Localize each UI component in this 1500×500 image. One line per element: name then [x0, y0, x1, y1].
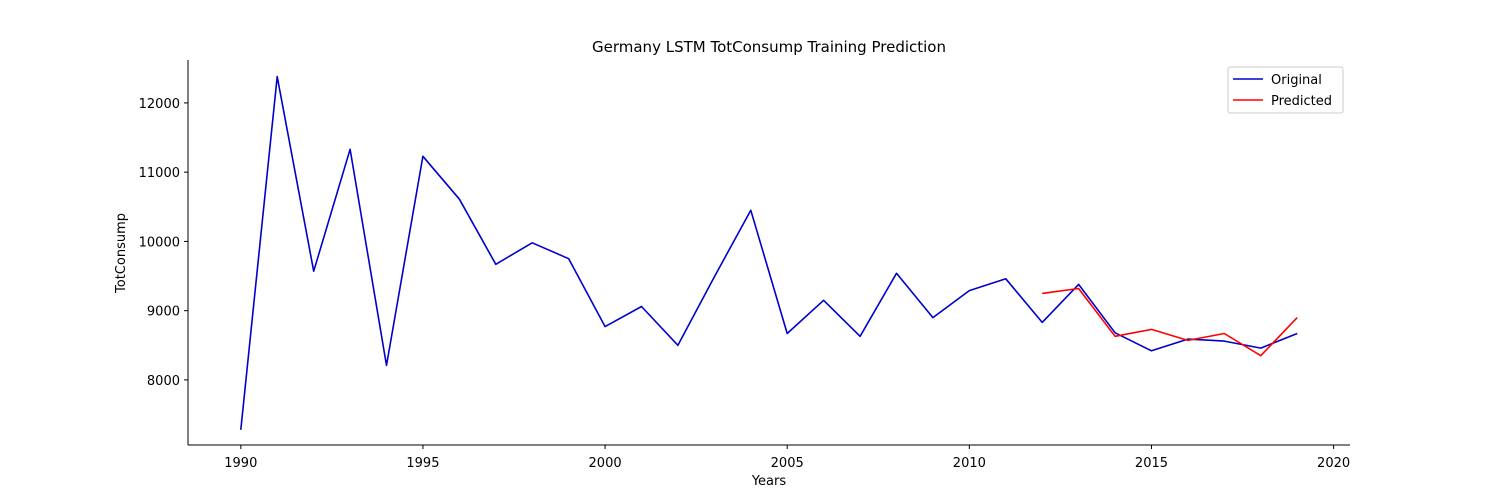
x-tick-label: 1995 — [406, 456, 439, 471]
chart-title: Germany LSTM TotConsump Training Predict… — [592, 38, 946, 56]
x-tick-label: 2020 — [1317, 456, 1350, 471]
y-tick-label: 11000 — [139, 166, 180, 181]
series-line-predicted — [1042, 287, 1298, 357]
x-tick-label: 2000 — [589, 456, 622, 471]
x-tick-label: 2010 — [953, 456, 986, 471]
series-layer — [240, 75, 1298, 430]
series-line-original — [240, 75, 1298, 430]
legend-label-predicted: Predicted — [1271, 94, 1332, 109]
axes: 1990 1995 2000 2005 2010 2015 2020 8000 9000 1000… — [139, 60, 1350, 471]
x-tick-label: 2005 — [771, 456, 804, 471]
y-tick-label: 9000 — [147, 305, 180, 320]
legend-label-original: Original — [1271, 73, 1322, 88]
y-tick-label: 10000 — [139, 235, 180, 250]
y-tick-label: 12000 — [139, 97, 180, 112]
y-axis-label: TotConsump — [114, 213, 129, 294]
x-tick-label: 2015 — [1135, 456, 1168, 471]
y-tick-label: 8000 — [147, 374, 180, 389]
legend: Original Predicted — [1227, 66, 1344, 114]
x-tick-label: 1990 — [224, 456, 257, 471]
x-axis-label: Years — [751, 474, 787, 489]
